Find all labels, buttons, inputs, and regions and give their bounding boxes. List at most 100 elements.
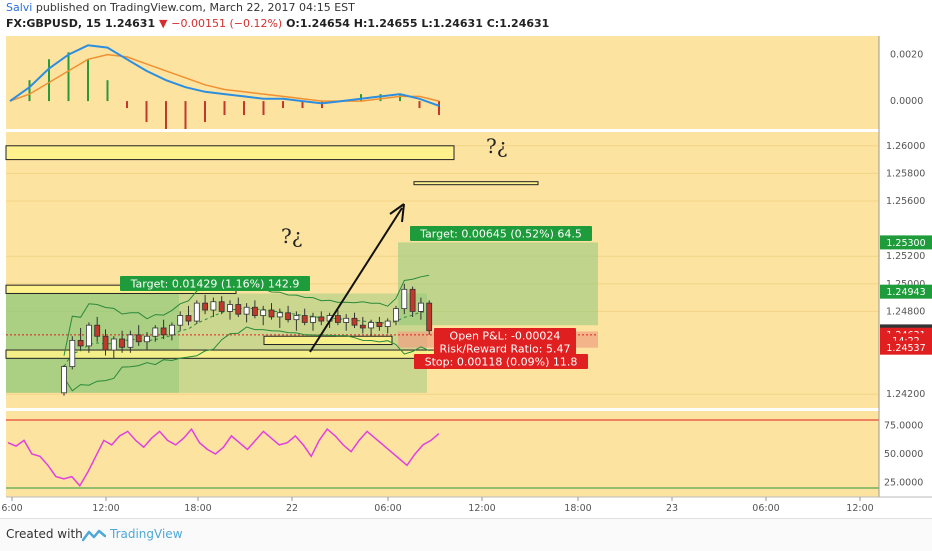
candle-body	[135, 334, 142, 343]
candle-body	[235, 304, 242, 315]
candle-body	[293, 315, 300, 321]
low-label: L:	[421, 17, 433, 30]
position-labels: Target: 0.01429 (1.16%) 142.9 Target: 0.0…	[120, 134, 592, 369]
candle-body	[94, 324, 101, 337]
candle-body	[61, 366, 67, 394]
candle-body	[202, 302, 209, 311]
candle-body	[401, 288, 408, 310]
candle-body	[276, 312, 283, 318]
candle-body	[351, 317, 358, 326]
price-tag-label: 1.25300	[886, 238, 925, 249]
macd-tick-label: 0.0000	[890, 96, 923, 107]
open-pnl-label: Open P&L: -0.00024	[450, 330, 561, 343]
macd-indicator	[9, 44, 440, 129]
symbol-line: FX:GBPUSD, 15 1.24631 ▼ −0.00151 (−0.12%…	[6, 17, 549, 30]
candle-body	[227, 304, 233, 312]
time-tick-label: 18:00	[184, 503, 211, 514]
price-change: −0.00151 (−0.12%)	[171, 17, 283, 30]
drawn-rectangle	[413, 181, 539, 186]
tradingview-logo-icon[interactable]	[82, 528, 106, 542]
tradingview-brand-link[interactable]: TradingView	[110, 527, 183, 541]
candle-body	[177, 315, 184, 326]
target-zone-1-dark	[6, 293, 179, 393]
candle-body	[260, 309, 267, 316]
candle-body	[417, 302, 424, 312]
rsi-tick-label: 50.0000	[884, 449, 923, 460]
candle-body	[368, 322, 375, 329]
time-tick-label: 18:00	[564, 503, 591, 514]
price-tag-bg	[880, 235, 932, 250]
time-tick-label: 06:00	[752, 503, 779, 514]
macd-line	[9, 44, 440, 107]
candle-body	[69, 339, 76, 368]
candle-body	[168, 324, 175, 336]
candle-body	[393, 308, 399, 322]
question-note-2: ?¿	[281, 224, 302, 248]
last-price: 1.24631	[105, 17, 156, 30]
candle-body	[426, 302, 433, 332]
price-tick-label: 1.25600	[886, 196, 925, 207]
macd-pane-bg	[6, 36, 879, 129]
candle-body	[102, 335, 109, 351]
candle-body	[268, 309, 275, 318]
candle-body	[77, 339, 84, 347]
footer: Created with TradingView	[0, 518, 932, 551]
price-tag-label: 1.24537	[886, 343, 925, 354]
publish-line: Salvi published on TradingView.com, Marc…	[6, 1, 355, 14]
rsi-tick-label: 25.0000	[884, 477, 923, 488]
time-tick-label: 06:00	[374, 503, 401, 514]
candle-body	[110, 338, 117, 351]
time-tick-label: 12:00	[468, 503, 495, 514]
target-label-2: Target: 0.00645 (0.52%) 64.5	[419, 228, 582, 241]
candle-body	[127, 334, 134, 348]
open-value: 1.24654	[299, 17, 350, 30]
candle-body	[301, 315, 308, 323]
drawn-rectangle	[5, 145, 455, 161]
candle-body	[144, 335, 150, 343]
candle-body	[218, 301, 225, 312]
close-value: 1.24631	[499, 17, 550, 30]
time-tick-label: 12:00	[92, 503, 119, 514]
drawn-rectangle	[263, 335, 393, 346]
publish-info: published on TradingView.com, March 22, …	[35, 1, 355, 14]
candle-body	[193, 302, 200, 322]
question-note-1: ?¿	[486, 134, 507, 158]
price-tick-label: 1.25000	[886, 279, 925, 290]
open-label: O:	[286, 17, 300, 30]
candles	[61, 283, 433, 396]
time-tick-label: 23	[666, 503, 678, 514]
target-label-1: Target: 0.01429 (1.16%) 142.9	[130, 278, 300, 291]
arrow-head	[389, 203, 405, 223]
candle-body	[185, 315, 192, 322]
time-tick-label: 12:00	[846, 503, 873, 514]
close-label: C:	[486, 17, 500, 30]
candle-body	[119, 338, 125, 348]
price-axis: 1.26000 1.25800 1.25600 1.25200 1.25000 1.248…	[878, 36, 932, 497]
price-tag-bg	[880, 340, 932, 355]
candle-body	[160, 327, 167, 336]
price-tick-label: 1.25800	[886, 168, 925, 179]
candle-body	[310, 316, 316, 323]
bollinger-lower	[63, 326, 430, 392]
candle-body	[359, 324, 366, 329]
candle-body	[409, 288, 416, 312]
risk-reward-label: Risk/Reward Ratio: 5.47	[440, 343, 571, 356]
rsi-line	[7, 427, 440, 487]
candle-body	[343, 317, 350, 323]
candle-body	[86, 324, 92, 347]
candle-body	[251, 306, 258, 316]
price-tag-bg	[880, 284, 932, 299]
author-name[interactable]: Salvi	[6, 1, 33, 14]
high-label: H:	[353, 17, 368, 30]
candle-body	[152, 327, 159, 337]
candle-body	[384, 320, 391, 327]
candle-body	[334, 315, 341, 323]
chart-canvas: Target: 0.01429 (1.16%) 142.9 Target: 0.0…	[1, 36, 932, 514]
candle-body	[210, 301, 217, 311]
price-tick-label: 1.25200	[886, 251, 925, 262]
macd-signal-line	[9, 53, 440, 102]
rsi-indicator	[6, 419, 879, 489]
rsi-tick-label: 75.0000	[884, 421, 923, 432]
price-tick-label: 1.26000	[886, 141, 925, 152]
macd-tick-label: 0.0020	[890, 50, 923, 61]
